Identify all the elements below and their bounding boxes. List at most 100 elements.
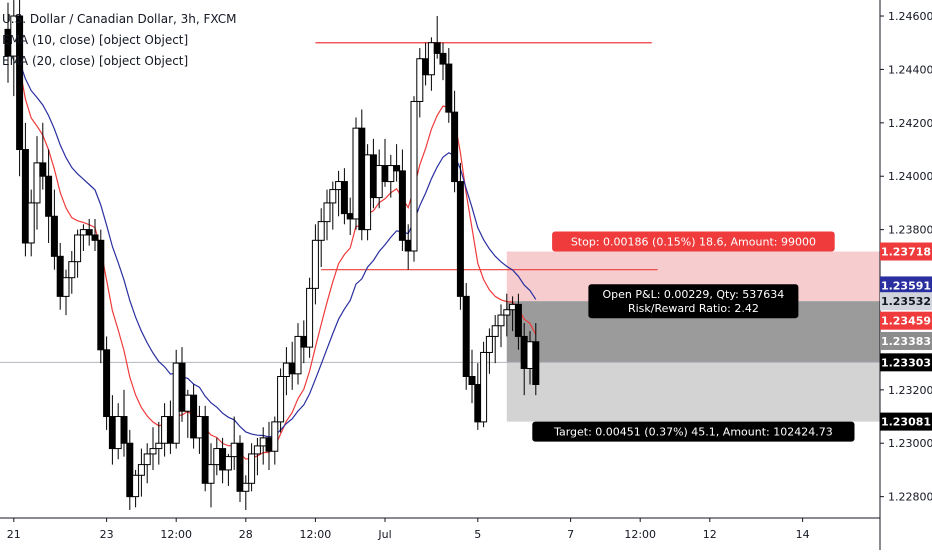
- price-tick-label: 1.23000: [888, 437, 932, 450]
- candle-body: [172, 362, 180, 444]
- price-badge-bg: [880, 331, 932, 350]
- candle-body: [114, 416, 122, 450]
- time-tick-label: 7: [567, 528, 574, 541]
- candle-body: [79, 229, 87, 236]
- candle-body: [520, 335, 528, 369]
- candle-body: [195, 416, 203, 439]
- price-badge: 1.23303: [880, 353, 932, 372]
- candle-body: [161, 416, 169, 444]
- candle: [358, 109, 366, 241]
- candle: [103, 336, 111, 430]
- time-tick-label: 23: [100, 528, 114, 541]
- time-tick-label: 12:00: [624, 528, 656, 541]
- candle-body: [335, 181, 343, 191]
- candle-body: [404, 239, 412, 252]
- candle: [253, 437, 261, 476]
- candle-body: [56, 255, 64, 297]
- candle: [224, 453, 232, 486]
- candle-body: [375, 165, 383, 199]
- time-tick-label: 12: [703, 528, 717, 541]
- candle: [62, 269, 70, 316]
- ema-10-legend[interactable]: EMA (10, close) [object Object]: [2, 33, 189, 47]
- price-badge-bg: [880, 292, 932, 311]
- candle-body: [485, 335, 493, 353]
- candle: [352, 117, 360, 230]
- candle-body: [317, 221, 325, 241]
- candle-body: [50, 215, 58, 257]
- candle: [137, 448, 145, 497]
- ema-20-legend[interactable]: EMA (20, close) [object Object]: [2, 54, 189, 68]
- candle: [230, 416, 238, 470]
- price-badge: 1.23591: [880, 276, 932, 295]
- candle: [120, 389, 128, 457]
- candle-body: [137, 464, 145, 476]
- ema-10-line: [7, 47, 537, 460]
- candle-body: [248, 453, 256, 484]
- symbol-title[interactable]: U.S. Dollar / Canadian Dollar, 3h, FXCM: [2, 12, 237, 26]
- candle-body: [514, 303, 522, 337]
- price-badge-bg: [880, 353, 932, 372]
- open-pnl-label-text: Risk/Reward Ratio: 2.42: [628, 302, 759, 315]
- price-tick-label: 1.23200: [888, 384, 932, 397]
- candle-body: [62, 277, 70, 297]
- candle: [97, 229, 105, 364]
- price-badge-text: 1.23718: [881, 246, 931, 259]
- candle: [74, 229, 82, 278]
- candle: [306, 277, 314, 358]
- candle: [155, 421, 163, 465]
- candle: [21, 122, 29, 257]
- position-zones: [506, 251, 880, 422]
- candle: [346, 197, 354, 235]
- candle: [456, 162, 464, 310]
- price-badge-text: 1.23383: [881, 335, 931, 348]
- price-badge-bg: [880, 242, 932, 261]
- candle-body: [480, 351, 488, 423]
- price-badge: 1.23718: [880, 242, 932, 261]
- candle: [422, 42, 430, 86]
- candle-body: [259, 437, 267, 447]
- ema-lines: [7, 47, 537, 460]
- candle: [393, 144, 401, 182]
- candle-body: [433, 42, 441, 54]
- time-tick-label: Jul: [377, 528, 391, 541]
- candle-body: [16, 15, 24, 151]
- candle: [45, 149, 53, 243]
- candle: [451, 90, 459, 193]
- candle: [329, 181, 337, 230]
- candle-body: [300, 335, 308, 348]
- candles: [4, 0, 540, 510]
- price-badge: 1.23081: [880, 412, 932, 431]
- candle-body: [39, 162, 47, 177]
- candle-body: [108, 416, 116, 450]
- candle-body: [132, 474, 140, 498]
- price-badge-text: 1.23303: [881, 356, 931, 369]
- candle: [277, 368, 285, 433]
- time-tick-label: 21: [7, 528, 21, 541]
- candle: [416, 48, 424, 118]
- candle-body: [329, 189, 337, 204]
- candle: [259, 427, 267, 465]
- candle-body: [393, 165, 401, 172]
- candle: [462, 283, 470, 390]
- candle-body: [462, 295, 470, 377]
- candle: [190, 384, 198, 449]
- candle: [195, 405, 203, 454]
- candle-body: [253, 445, 261, 455]
- candle: [480, 341, 488, 428]
- price-badge-bg: [880, 412, 932, 431]
- candle: [433, 16, 441, 59]
- candle: [114, 403, 122, 460]
- candle-body: [381, 165, 389, 183]
- horizontal-lines: [0, 42, 880, 363]
- candle-body: [265, 437, 273, 452]
- candle: [439, 42, 447, 81]
- price-badge-text: 1.23532: [881, 295, 931, 308]
- candle-body: [491, 325, 499, 337]
- candle: [33, 136, 41, 230]
- candle-body: [294, 335, 302, 375]
- candle: [16, 0, 24, 177]
- candle-body: [68, 261, 76, 279]
